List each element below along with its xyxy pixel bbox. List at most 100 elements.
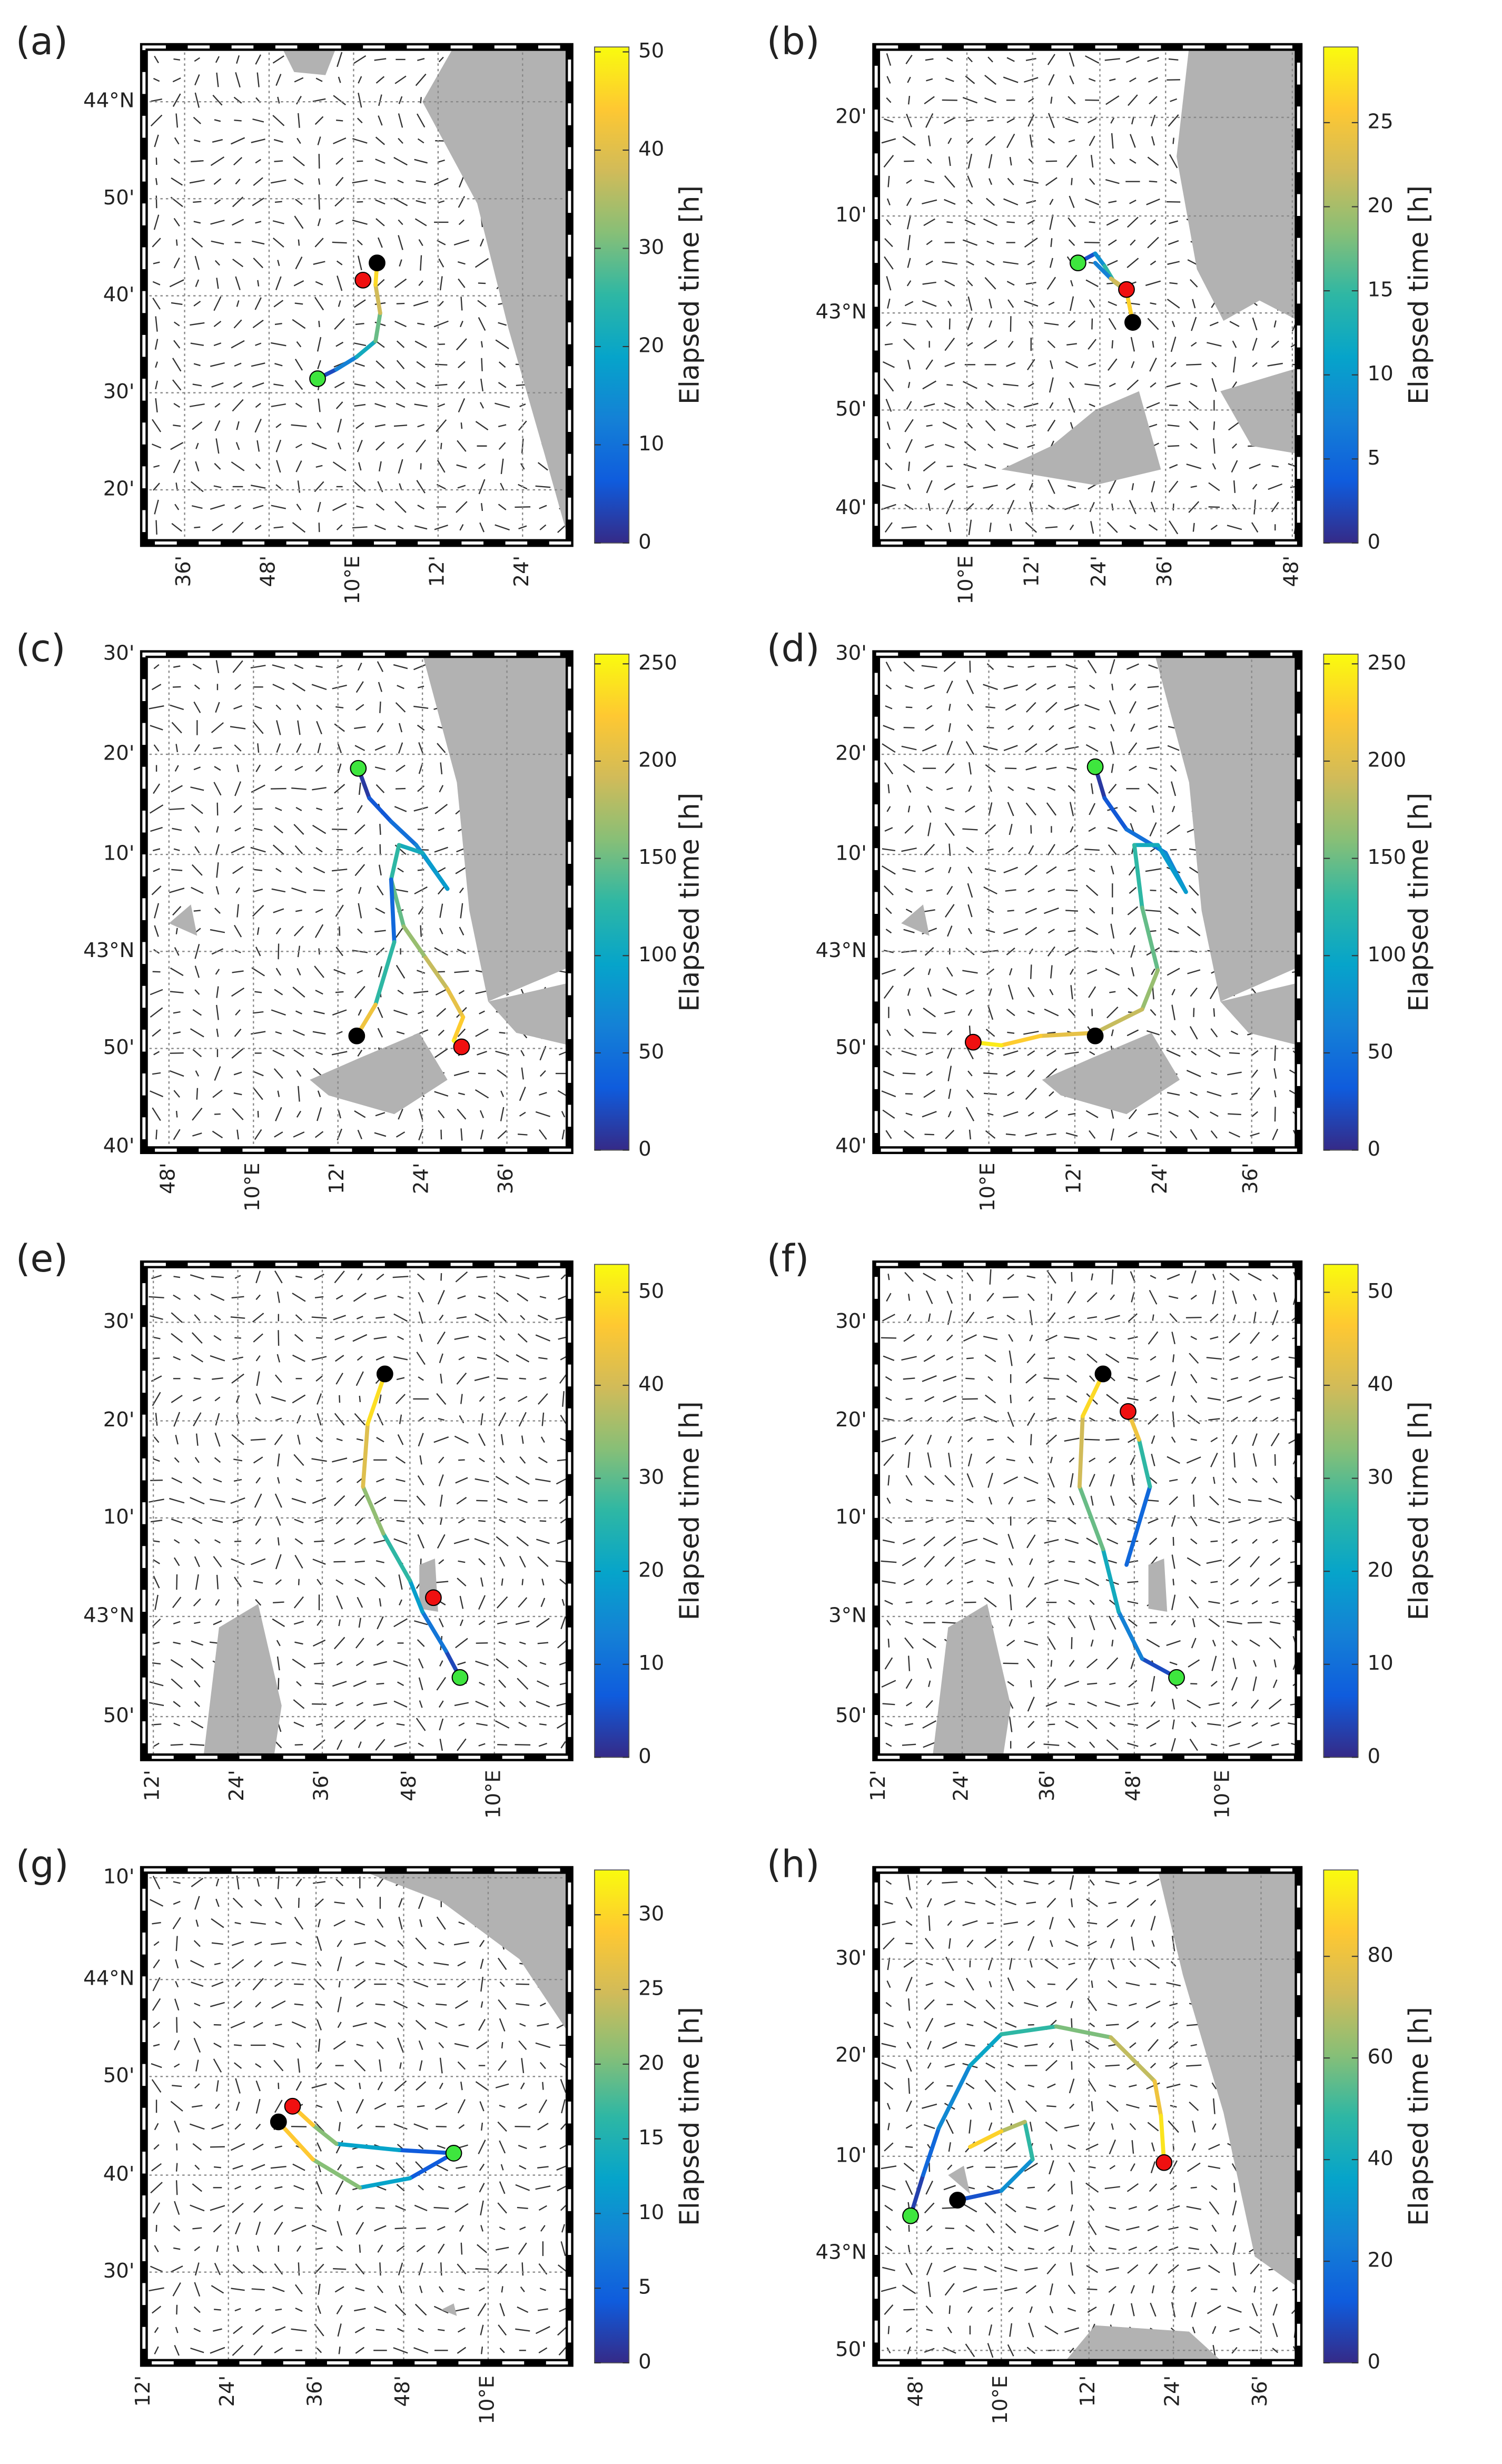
trajectory bbox=[373, 940, 397, 1007]
trajectory bbox=[1140, 968, 1160, 1012]
lat-label: 40' bbox=[103, 2162, 135, 2186]
colorbar-label: Elapsed time [h] bbox=[1403, 2007, 1434, 2226]
trajectory bbox=[420, 1610, 448, 1653]
panel-label: (g) bbox=[16, 1842, 69, 1886]
colorbar bbox=[594, 46, 630, 544]
lat-label: 44°N bbox=[83, 89, 134, 113]
colorbar-tick-label: 30 bbox=[638, 1465, 664, 1489]
drifter-black bbox=[348, 1027, 365, 1044]
lon-label: 36' bbox=[172, 556, 195, 587]
colorbar-tick-label: 10 bbox=[1368, 362, 1394, 386]
map-frame-dash bbox=[874, 1263, 1300, 1759]
colorbar-tick-label: 30 bbox=[638, 235, 664, 259]
colorbar-tick-label: 40 bbox=[638, 1373, 664, 1396]
map-content bbox=[144, 1264, 570, 1758]
lat-label: 40' bbox=[103, 283, 135, 307]
map-panel: (e) 30' 20' 10' 43°N 50' 12' 24' 36' 48' 10°E 0 10 20… bbox=[16, 1237, 705, 1819]
drifter-red bbox=[425, 1589, 442, 1606]
lon-label: 10°E bbox=[341, 556, 364, 605]
drifter-green bbox=[902, 2207, 919, 2224]
lon-label: 36' bbox=[309, 1770, 333, 1801]
colorbar-tick-label: 25 bbox=[1368, 110, 1394, 133]
panel-label: (h) bbox=[767, 1842, 820, 1886]
lat-label: 20' bbox=[835, 742, 867, 765]
drifter-red bbox=[1118, 281, 1135, 298]
lat-label: 20' bbox=[835, 104, 867, 128]
colorbar-tick-label: 250 bbox=[1368, 651, 1407, 675]
lon-label: 36' bbox=[494, 1162, 518, 1194]
drifter-black bbox=[270, 2113, 287, 2131]
drifter-green bbox=[445, 2145, 462, 2162]
colorbar-tick-label: 10 bbox=[638, 2201, 664, 2224]
map-panel: (f) 30' 20' 10' 3°N 50' 12' 24' 36' 48' 10°E 0 10 20 3… bbox=[767, 1237, 1434, 1819]
map-panel: (d) 30' 20' 10' 43°N 50' 40' 10°E 12' 24' 36' 0 50 10… bbox=[767, 626, 1434, 1211]
colorbar-tick-label: 5 bbox=[1368, 446, 1381, 470]
lon-label: 10°E bbox=[954, 556, 977, 605]
lon-label: 48' bbox=[904, 2376, 927, 2407]
drifter-green bbox=[350, 760, 367, 777]
lat-label: 20' bbox=[103, 1408, 135, 1432]
trajectory bbox=[999, 2157, 1035, 2193]
lat-label: 10' bbox=[103, 842, 135, 865]
colorbar-tick-label: 40 bbox=[638, 137, 664, 161]
lat-label: 30' bbox=[835, 1946, 867, 1970]
lon-label: 24' bbox=[225, 1770, 249, 1801]
trajectory bbox=[361, 1484, 386, 1536]
land bbox=[281, 47, 337, 75]
lon-label: 48' bbox=[256, 556, 280, 587]
trajectory bbox=[358, 2176, 412, 2190]
colorbar-tick-label: 0 bbox=[638, 1137, 651, 1161]
panel-label: (f) bbox=[767, 1237, 809, 1280]
map-content bbox=[144, 1870, 570, 2363]
colorbar bbox=[1323, 1264, 1359, 1758]
colorbar-tick-label: 80 bbox=[1368, 1944, 1394, 1967]
lon-label: 36' bbox=[1153, 556, 1177, 587]
land bbox=[488, 982, 570, 1046]
trajectory bbox=[389, 819, 419, 847]
trajectory bbox=[1023, 2120, 1035, 2162]
map-frame-dash bbox=[874, 45, 1300, 545]
map-frame-dash bbox=[142, 652, 571, 1152]
map-content bbox=[144, 47, 570, 543]
lat-label: 30' bbox=[835, 641, 867, 665]
trajectory bbox=[1155, 843, 1188, 894]
drifter-green bbox=[309, 370, 326, 387]
map-frame-dash bbox=[142, 1263, 571, 1759]
lat-label: 40' bbox=[835, 496, 867, 519]
drifter-black bbox=[1094, 1365, 1112, 1383]
map-frame-dash bbox=[142, 1868, 571, 2364]
colorbar-tick-label: 0 bbox=[638, 2350, 651, 2374]
panel-label: (b) bbox=[767, 19, 820, 63]
colorbar bbox=[594, 1264, 630, 1758]
lat-label: 10' bbox=[835, 842, 867, 865]
trajectory bbox=[334, 2142, 401, 2152]
colorbar-label: Elapsed time [h] bbox=[1403, 185, 1434, 405]
lat-label: 50' bbox=[103, 1036, 135, 1059]
colorbar-tick-label: 150 bbox=[638, 845, 677, 869]
land bbox=[948, 2165, 970, 2194]
lat-label: 30' bbox=[103, 2259, 135, 2283]
map-frame-dash bbox=[874, 652, 1300, 1152]
colorbar-tick-label: 0 bbox=[1368, 1137, 1381, 1161]
lon-label: 12' bbox=[141, 1770, 164, 1801]
map-content bbox=[144, 654, 570, 1150]
map-frame-dash bbox=[874, 1868, 1300, 2364]
trajectory bbox=[968, 2032, 1004, 2068]
map-content bbox=[876, 1870, 1299, 2363]
lat-label: 20' bbox=[835, 1408, 867, 1432]
trajectory bbox=[311, 2123, 339, 2146]
colorbar-tick-label: 50 bbox=[638, 1279, 664, 1303]
colorbar-tick-label: 30 bbox=[638, 1902, 664, 1926]
trajectory bbox=[999, 2120, 1027, 2134]
trajectory bbox=[1140, 905, 1160, 972]
trajectory bbox=[365, 1372, 387, 1426]
trajectory bbox=[1093, 251, 1107, 268]
lat-label: 50' bbox=[103, 186, 135, 210]
lon-label: 36' bbox=[1035, 1770, 1059, 1801]
colorbar-tick-label: 5 bbox=[638, 2275, 651, 2299]
colorbar-tick-label: 30 bbox=[1368, 1465, 1394, 1489]
trajectory bbox=[1093, 261, 1113, 281]
land bbox=[422, 47, 570, 543]
trajectory bbox=[999, 1033, 1043, 1048]
trajectory bbox=[389, 877, 397, 944]
